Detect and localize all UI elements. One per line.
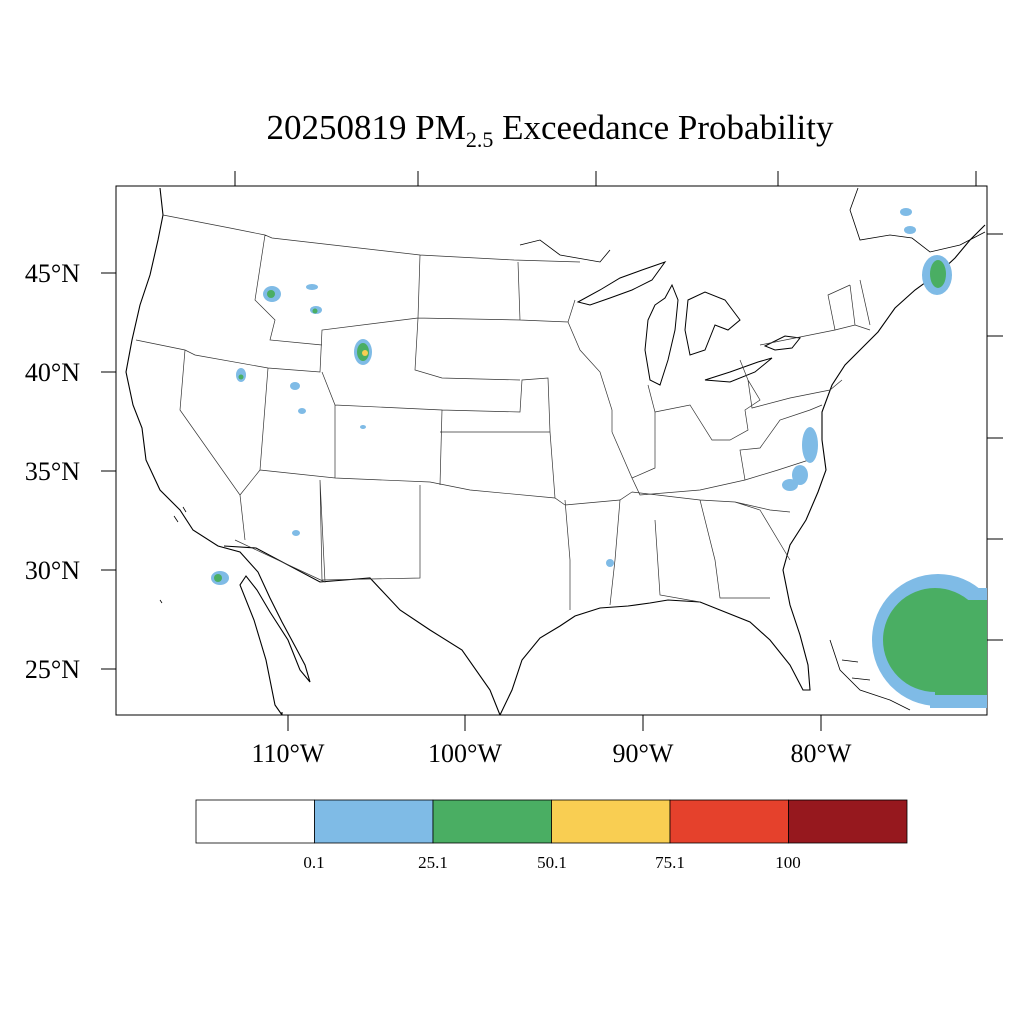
colorbar-bin	[788, 799, 908, 844]
colorbar-label: 75.1	[655, 853, 685, 872]
neighbor-outlines	[159, 187, 986, 711]
colorbar-labels: 0.1 25.1 50.1 75.1 100	[303, 853, 800, 872]
colorbar-bin	[551, 799, 671, 844]
axis-ticks	[101, 171, 1003, 731]
us-coastline	[125, 187, 986, 715]
colorbar-label: 25.1	[418, 853, 448, 872]
lat-label-25: 25°N	[25, 655, 80, 684]
colorbar-bin	[669, 799, 789, 844]
title-species: PM	[415, 108, 466, 147]
title-species-subscript: 2.5	[465, 127, 494, 152]
colorbar-bin	[432, 799, 552, 844]
colorbar-label: 50.1	[537, 853, 567, 872]
lat-label-45: 45°N	[25, 259, 80, 288]
lon-label-90: 90°W	[613, 739, 674, 768]
lat-label-40: 40°N	[25, 358, 80, 387]
colorbar-label: 0.1	[303, 853, 324, 872]
lat-label-30: 30°N	[25, 556, 80, 585]
great-lakes	[576, 261, 801, 386]
colorbar-bin	[195, 799, 315, 844]
colorbar	[195, 799, 908, 844]
lon-label-100: 100°W	[428, 739, 502, 768]
title-date: 20250819	[266, 108, 407, 147]
lat-label-35: 35°N	[25, 457, 80, 486]
map-title: 20250819 PM2.5 Exceedance Probability	[0, 108, 1024, 153]
colorbar-label: 100	[775, 853, 801, 872]
map-content	[125, 187, 987, 715]
lon-label-80: 80°W	[791, 739, 852, 768]
state-boundaries	[135, 214, 871, 610]
title-rest: Exceedance Probability	[502, 108, 834, 147]
colorbar-bin	[314, 799, 434, 844]
lon-label-110: 110°W	[252, 739, 325, 768]
probability-shading	[211, 208, 987, 708]
